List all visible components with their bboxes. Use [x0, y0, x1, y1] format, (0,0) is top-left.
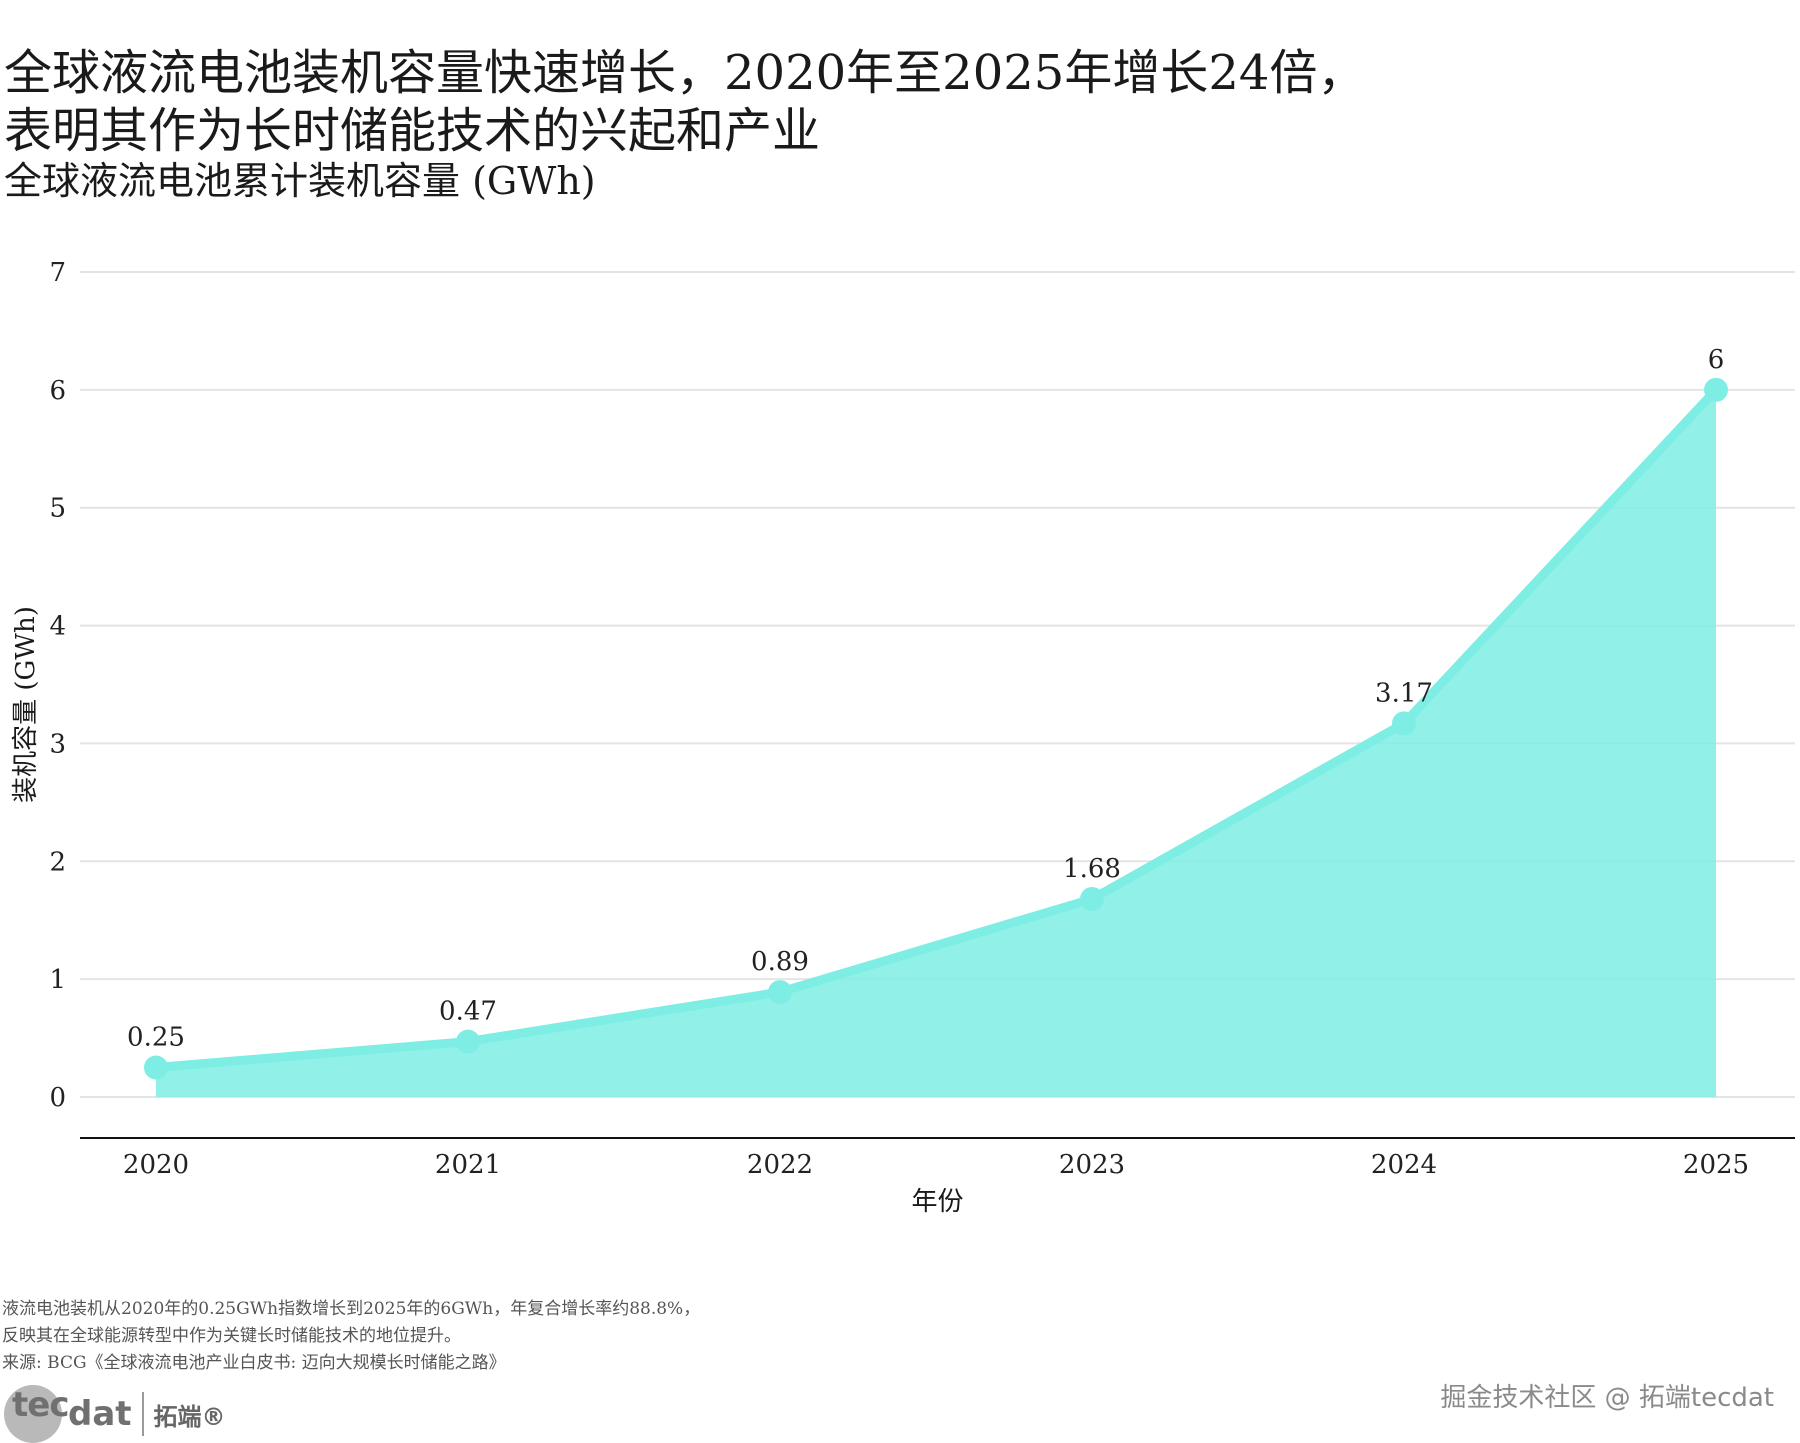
data-point [1704, 377, 1728, 402]
y-tick-label: 5 [49, 494, 66, 524]
y-tick-label: 3 [49, 729, 66, 759]
x-tick-label: 2020 [123, 1150, 189, 1180]
data-label: 1.68 [1063, 854, 1121, 884]
y-axis-ticks: 0 1 2 3 4 5 6 7 [49, 258, 66, 1113]
y-tick-label: 1 [49, 965, 66, 995]
data-point [768, 980, 792, 1005]
area-fill [156, 389, 1716, 1097]
logo-divider [141, 1392, 144, 1436]
data-point [1080, 887, 1104, 911]
logo-tec-text: tec [12, 1385, 69, 1425]
caption-line-2: 反映其在全球能源转型中作为关键长时储能技术的地位提升。 [2, 1326, 461, 1346]
data-label: 0.47 [439, 997, 497, 1027]
watermark: 掘金技术社区 @ 拓端tecdat [1440, 1383, 1774, 1413]
x-axis-ticks: 2020 2021 2022 2023 2024 2025 [123, 1150, 1749, 1180]
chart-subtitle: 全球液流电池累计装机容量 (GWh) [4, 159, 596, 203]
y-tick-label: 6 [49, 376, 66, 406]
x-tick-label: 2024 [1371, 1150, 1437, 1180]
x-tick-label: 2021 [435, 1150, 501, 1180]
caption-source: 来源: BCG《全球液流电池产业白皮书: 迈向大规模长时储能之路》 [2, 1353, 506, 1373]
y-tick-label: 0 [49, 1083, 66, 1113]
y-tick-label: 7 [49, 258, 66, 288]
data-points [144, 377, 1728, 1080]
tecdat-logo: tec dat 拓端® [4, 1385, 226, 1443]
data-labels: 0.25 0.47 0.89 1.68 3.17 6 [127, 345, 1724, 1053]
chart-caption: 液流电池装机从2020年的0.25GWh指数增长到2025年的6GWh，年复合增… [2, 1296, 700, 1377]
area-series [155, 386, 1720, 1097]
y-tick-label: 2 [49, 847, 66, 877]
data-label: 0.25 [127, 1023, 185, 1053]
x-tick-label: 2025 [1683, 1150, 1749, 1180]
x-axis-title: 年份 [911, 1187, 963, 1217]
data-label: 0.89 [751, 947, 809, 977]
y-axis-title: 装机容量 (GWh) [11, 606, 41, 803]
logo-chinese-text: 拓端® [153, 1402, 226, 1431]
logo-dat-text: dat [68, 1394, 132, 1434]
x-tick-label: 2022 [747, 1150, 813, 1180]
logo-circle-icon: tec [4, 1385, 69, 1443]
data-point [456, 1029, 480, 1054]
data-label: 6 [1708, 345, 1725, 375]
chart-title: 全球液流电池装机容量快速增长，2020年至2025年增长24倍，表明其作为长时储… [4, 45, 1366, 159]
x-tick-label: 2023 [1059, 1150, 1125, 1180]
y-tick-label: 4 [49, 612, 66, 642]
data-point [1392, 711, 1416, 736]
series-line [155, 386, 1720, 1073]
data-point [144, 1055, 168, 1080]
caption-line-1: 液流电池装机从2020年的0.25GWh指数增长到2025年的6GWh，年复合增… [2, 1299, 701, 1319]
data-label: 3.17 [1375, 678, 1433, 708]
